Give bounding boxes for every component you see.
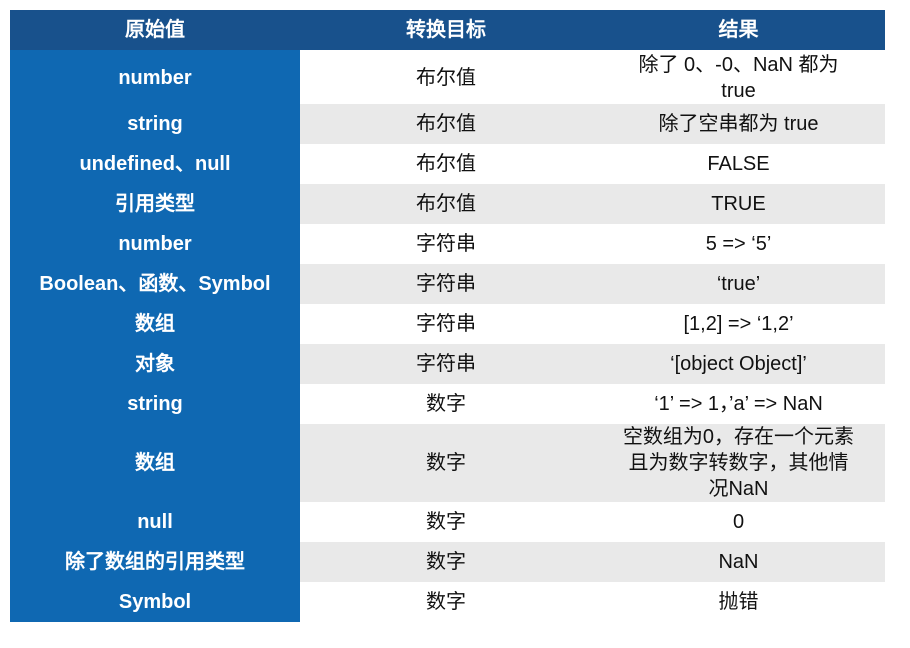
table-row: number 字符串 5 => ‘5’	[10, 224, 885, 264]
table-cell: string	[10, 384, 300, 424]
table-cell: string	[10, 104, 300, 144]
table-cell: ‘[object Object]’	[592, 344, 885, 384]
header-cell: 转换目标	[300, 10, 592, 50]
table-cell: 数字	[426, 591, 466, 613]
table-row: Symbol 数字 抛错	[10, 582, 885, 622]
table-cell: 引用类型	[10, 184, 300, 224]
table-cell: NaN	[592, 542, 885, 582]
header-cell: 原始值	[10, 10, 300, 50]
gap-cell	[10, 50, 300, 52]
table-cell: 数组	[10, 424, 300, 502]
table-cell: 对象	[10, 344, 300, 384]
table-row: string 数字 ‘1’ => 1，’a’ => NaN	[10, 384, 885, 424]
table-cell: [1,2] => ‘1,2’	[683, 313, 794, 335]
table-cell: 0	[732, 511, 745, 533]
table-cell: 字符串	[416, 233, 476, 255]
table-cell: 字符串	[300, 344, 592, 384]
table-cell: 数字	[426, 393, 466, 415]
table-cell: 布尔值	[300, 184, 592, 224]
table-row: 对象 字符串 ‘[object Object]’	[10, 344, 885, 384]
table-row: Boolean、函数、Symbol 字符串 ‘true’	[10, 264, 885, 304]
header-cell: 结果	[592, 10, 885, 50]
table-cell: ‘true’	[592, 264, 885, 304]
table-row: 引用类型 布尔值 TRUE	[10, 184, 885, 224]
table-row: null 数字 0	[10, 502, 885, 542]
table-cell: 数字	[300, 424, 592, 502]
table-row: number 布尔值 除了 0、-0、NaN 都为 true	[10, 52, 885, 104]
table-cell: 除了数组的引用类型	[10, 542, 300, 582]
table-cell: 数字	[300, 542, 592, 582]
table-cell: 字符串	[416, 313, 476, 335]
table-row: 数组 数字 空数组为0，存在一个元素且为数字转数字，其他情况NaN	[10, 424, 885, 502]
table-row: 除了数组的引用类型 数字 NaN	[10, 542, 885, 582]
table-cell: 数字	[426, 511, 466, 533]
gap-cell	[592, 50, 885, 52]
table-cell: 空数组为0，存在一个元素且为数字转数字，其他情况NaN	[592, 424, 885, 502]
table-cell: 除了空串都为 true	[592, 104, 885, 144]
table-cell: number	[10, 52, 300, 104]
table-cell: number	[10, 224, 300, 264]
table-cell: 布尔值	[416, 153, 476, 175]
table-cell: 布尔值	[300, 104, 592, 144]
table-row: 数组 字符串 [1,2] => ‘1,2’	[10, 304, 885, 344]
table-cell: 布尔值	[416, 67, 476, 89]
table-cell: 字符串	[300, 264, 592, 304]
conversion-table: 原始值 转换目标 结果 number 布尔值 除了 0、-0、NaN 都为 true st…	[10, 10, 885, 622]
table-cell: Boolean、函数、Symbol	[10, 264, 300, 304]
table-cell: undefined、null	[10, 144, 300, 184]
table-cell: 5 => ‘5’	[705, 233, 772, 255]
gap-cell	[300, 50, 592, 52]
table-row: string 布尔值 除了空串都为 true	[10, 104, 885, 144]
table-cell: 抛错	[718, 591, 759, 613]
table-cell: ‘1’ => 1，’a’ => NaN	[654, 393, 823, 415]
table-cell: FALSE	[707, 153, 770, 175]
table-cell: 除了 0、-0、NaN 都为 true	[638, 54, 839, 102]
table-cell: null	[10, 502, 300, 542]
table-cell: TRUE	[592, 184, 885, 224]
table-row: undefined、null 布尔值 FALSE	[10, 144, 885, 184]
table-cell: 数组	[10, 304, 300, 344]
row-gap	[10, 50, 885, 52]
table-cell: Symbol	[10, 582, 300, 622]
header-row: 原始值 转换目标 结果	[10, 10, 885, 50]
